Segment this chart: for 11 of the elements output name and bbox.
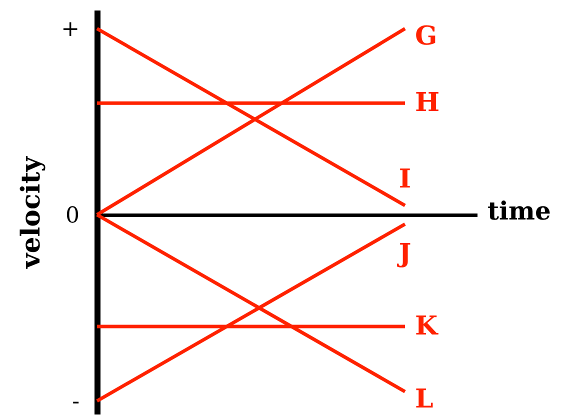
y-axis-title: velocity [16,156,46,270]
series-label: L [415,384,434,415]
series-label: I [398,164,412,194]
x-axis-title: time [488,196,551,226]
series-label: H [415,88,440,118]
text: 0 [66,203,80,228]
text: + [61,17,80,42]
text: - [72,389,80,414]
series-label: G [415,22,438,52]
series-label: J [396,239,412,270]
series-label: K [415,312,439,342]
